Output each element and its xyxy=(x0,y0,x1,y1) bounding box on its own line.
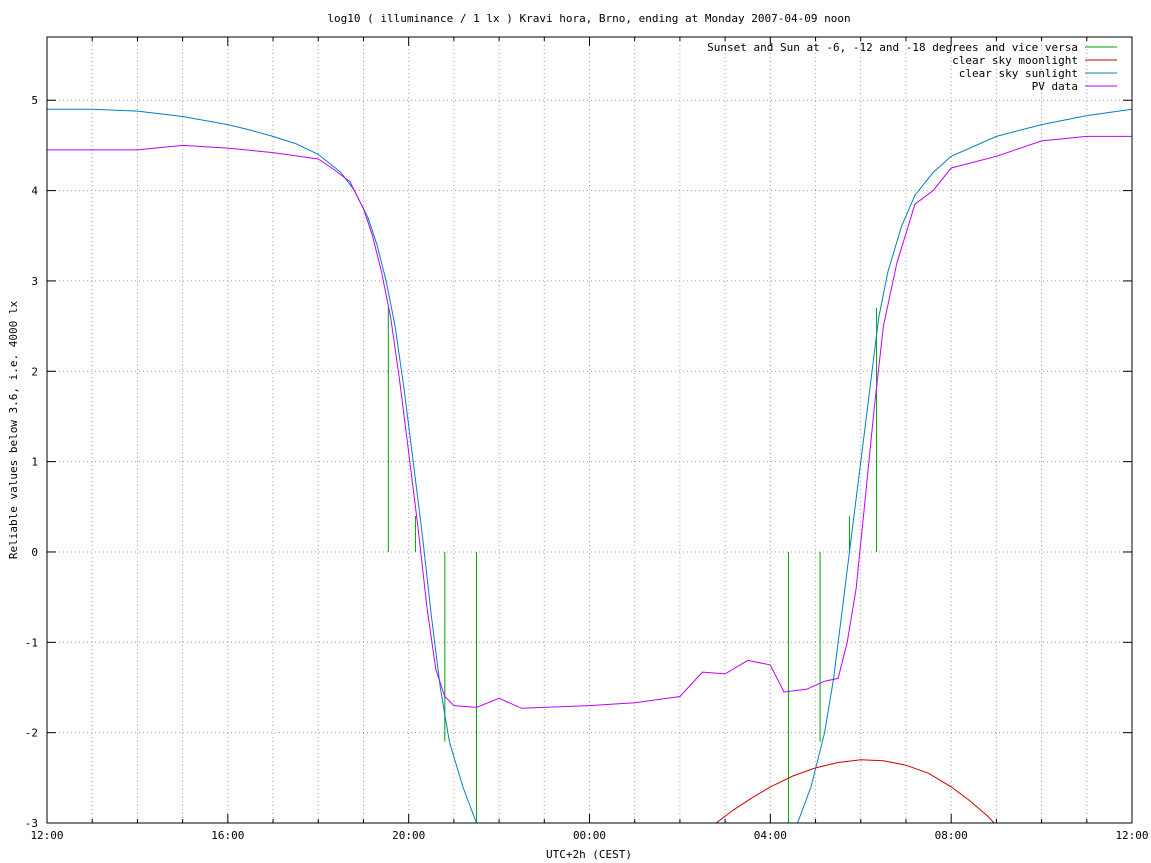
x-tick-label: 00:00 xyxy=(573,829,606,842)
y-tick-label: 2 xyxy=(31,365,38,378)
legend-label: clear sky moonlight xyxy=(952,54,1078,67)
x-tick-label: 04:00 xyxy=(754,829,787,842)
legend-label: PV data xyxy=(1032,80,1078,93)
series-1 xyxy=(715,759,995,824)
y-tick-label: 0 xyxy=(31,546,38,559)
y-axis-label: Reliable values below 3.6, i.e. 4000 lx xyxy=(7,300,20,559)
x-tick-label: 20:00 xyxy=(392,829,425,842)
series-line xyxy=(47,108,1133,824)
x-axis-label: UTC+2h (CEST) xyxy=(546,848,632,861)
legend-label: clear sky sunlight xyxy=(959,67,1078,80)
axis-ticks: 12:00 16:00 20:00 00:00 04:00 08:00 12:00-3-2-… xyxy=(25,37,1149,842)
y-tick-label: -2 xyxy=(25,727,38,740)
x-tick-label: 08:00 xyxy=(935,829,968,842)
series-0 xyxy=(387,308,878,823)
y-tick-label: 3 xyxy=(31,275,38,288)
y-tick-label: 5 xyxy=(31,94,38,107)
grid xyxy=(47,37,1132,823)
plot-series xyxy=(47,108,1133,824)
x-tick-label: 12:00 xyxy=(30,829,63,842)
chart-title: log10 ( illuminance / 1 lx ) Kravi hora,… xyxy=(327,12,850,25)
series-2 xyxy=(47,108,1133,824)
legend-label: Sunset and Sun at -6, -12 and -18 degree… xyxy=(707,41,1078,54)
series-3 xyxy=(47,135,1132,709)
x-tick-label: 16:00 xyxy=(211,829,244,842)
y-tick-label: -1 xyxy=(25,636,38,649)
legend: Sunset and Sun at -6, -12 and -18 degree… xyxy=(707,41,1117,93)
y-tick-label: 1 xyxy=(31,456,38,469)
series-line xyxy=(715,759,995,824)
series-line xyxy=(47,135,1132,709)
x-tick-label: 12:00 xyxy=(1115,829,1148,842)
y-tick-label: 4 xyxy=(31,185,38,198)
y-tick-label: -3 xyxy=(25,817,38,830)
